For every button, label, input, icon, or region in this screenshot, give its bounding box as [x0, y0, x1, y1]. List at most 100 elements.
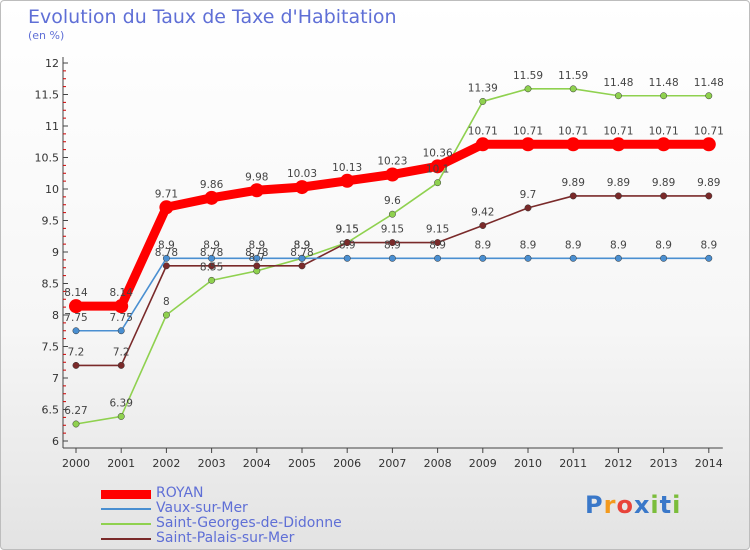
data-label: 9.89 — [697, 177, 720, 189]
data-label: 10.03 — [287, 168, 317, 180]
data-label: 9.15 — [336, 224, 359, 236]
x-tick-label: 2010 — [514, 457, 542, 470]
legend-swatch — [101, 523, 151, 525]
legend-swatch — [101, 508, 151, 510]
legend-label: Saint-Georges-de-Didonne — [156, 515, 342, 531]
y-tick-label: 8.5 — [42, 278, 60, 291]
data-point — [208, 262, 216, 270]
data-point — [614, 254, 622, 262]
data-point — [159, 200, 174, 215]
data-point — [253, 262, 261, 270]
data-point — [295, 180, 309, 195]
data-label: 8.55 — [200, 261, 223, 273]
x-tick-label: 2013 — [650, 457, 678, 470]
data-point — [479, 97, 487, 105]
data-label: 9.15 — [426, 224, 449, 236]
data-label: 8.78 — [290, 247, 313, 259]
data-label: 10.13 — [332, 162, 362, 174]
data-label: 11.59 — [558, 70, 588, 82]
data-label: 8.9 — [610, 239, 627, 251]
data-label: 11.48 — [603, 77, 633, 89]
data-point — [208, 254, 216, 262]
data-point — [72, 361, 80, 369]
y-tick-label: 9.5 — [42, 215, 60, 228]
data-label: 9.42 — [471, 207, 494, 219]
data-label: 8.9 — [520, 239, 537, 251]
data-label: 11.48 — [649, 77, 679, 89]
x-tick-label: 2000 — [62, 457, 90, 470]
y-tick-label: 6.5 — [42, 404, 60, 417]
data-label: 11.39 — [468, 82, 498, 94]
x-tick-label: 2014 — [695, 457, 723, 470]
data-point — [524, 85, 532, 93]
data-point — [569, 254, 577, 262]
data-point — [479, 222, 487, 229]
data-point — [72, 420, 80, 428]
data-point — [705, 254, 713, 262]
data-label: 8.9 — [294, 239, 311, 251]
logo-letter: o — [616, 491, 634, 519]
data-point — [479, 254, 487, 262]
data-label: 8.78 — [245, 247, 268, 259]
data-label: 8.78 — [200, 247, 223, 259]
data-point — [298, 254, 306, 262]
y-tick-label: 9 — [52, 246, 59, 259]
legend-label: ROYAN — [156, 485, 204, 501]
data-point — [660, 192, 668, 200]
x-tick-label: 2005 — [288, 457, 316, 470]
series-line-3 — [75, 195, 710, 367]
data-label: 9.15 — [381, 224, 404, 236]
legend-label: Saint-Palais-sur-Mer — [156, 530, 295, 546]
data-point — [253, 254, 261, 262]
data-point — [566, 137, 581, 152]
data-point — [72, 327, 80, 335]
data-label: 10.23 — [377, 156, 407, 168]
data-point — [569, 85, 577, 93]
data-label: 7.2 — [113, 346, 130, 358]
logo-letter: i — [672, 491, 682, 519]
logo-letter: i — [650, 491, 660, 519]
data-label: 8.9 — [655, 239, 672, 251]
series-line-1 — [75, 257, 710, 332]
y-tick-label: 7 — [52, 372, 59, 385]
data-point — [705, 92, 713, 100]
data-label: 8.9 — [294, 239, 311, 251]
data-label: 10.71 — [513, 125, 543, 137]
logo-letter: x — [633, 491, 651, 519]
y-tick-label: 6 — [52, 435, 59, 448]
chart-title: Evolution du Taux de Taxe d'Habitation — [28, 6, 397, 28]
logo-letter: r — [603, 491, 617, 519]
data-label: 9.6 — [384, 195, 401, 207]
y-tick-label: 10 — [45, 183, 59, 196]
data-label: 8.7 — [248, 252, 265, 264]
logo-letter: t — [659, 491, 673, 519]
data-label: 8.9 — [248, 239, 265, 251]
data-label: 9.89 — [652, 177, 675, 189]
data-point — [701, 137, 716, 152]
proxiti-logo: Proxiti — [585, 491, 681, 519]
x-tick-label: 2004 — [243, 457, 271, 470]
x-tick-label: 2008 — [424, 457, 452, 470]
data-label: 9.15 — [336, 224, 359, 236]
data-label: 10.71 — [649, 125, 679, 137]
y-tick-label: 10.5 — [35, 152, 60, 165]
data-point — [117, 327, 125, 335]
data-point — [343, 239, 351, 247]
x-tick-label: 2012 — [604, 457, 632, 470]
x-tick-label: 2003 — [198, 457, 226, 470]
legend-swatch — [101, 489, 151, 499]
y-tick-label: 11 — [45, 120, 59, 133]
data-point — [521, 137, 535, 152]
y-tick-label: 12 — [45, 57, 59, 70]
data-label: 11.48 — [694, 77, 724, 89]
data-point — [162, 262, 170, 270]
data-point — [660, 254, 668, 262]
data-label: 8.9 — [384, 239, 401, 251]
data-point — [117, 412, 125, 420]
data-point — [117, 361, 125, 369]
data-point — [385, 167, 400, 182]
data-point — [611, 137, 626, 152]
data-label: 8.9 — [429, 239, 446, 251]
logo-letter: P — [585, 491, 604, 519]
